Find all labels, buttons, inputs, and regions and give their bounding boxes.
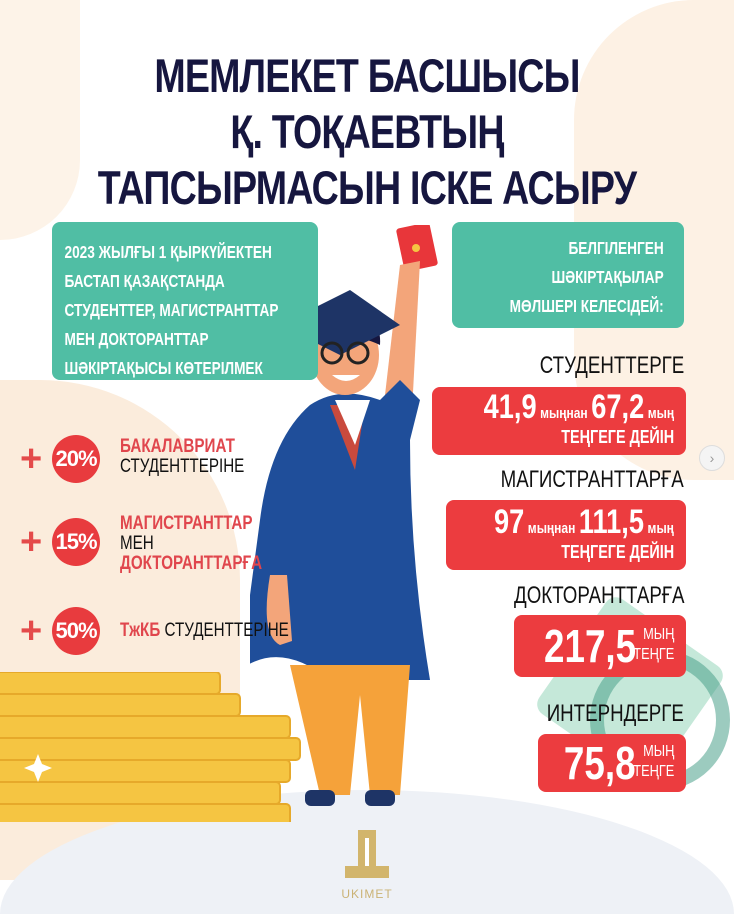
rate-suffix: ТЕҢГЕГЕ ДЕЙІН [561,427,674,447]
intro-line: ШӘКІРТАҚЫСЫ КӨТЕРІЛМЕК [64,358,263,378]
rate-box: 41,9 мыңнан 67,2 мың ТЕҢГЕГЕ ДЕЙІН [432,387,686,455]
increase-group: МАГИСТРАНТТАР [120,513,253,534]
plus-icon: + [20,521,43,563]
rate-label: ДОКТОРАНТТАРҒА [513,582,684,609]
rate-label: ИНТЕРНДЕРГЕ [546,700,684,727]
rate-box: 97 мыңнан 111,5 мың ТЕҢГЕГЕ ДЕЙІН [446,500,686,570]
rate-unit: мың [647,520,674,537]
background-shape [0,0,80,240]
rate-unit: мыңнан [540,405,588,422]
increase-text: СТУДЕНТТЕРІНЕ [164,620,289,641]
rate-label: СТУДЕНТТЕРГЕ [539,352,684,379]
rate-box: 217,5 МЫҢ ТЕҢГЕ [514,615,686,677]
percent-badge: 50% [52,607,100,655]
logo-text: UKIMET [341,887,393,901]
coins-illustration [0,672,301,822]
title-line: МЕМЛЕКЕТ БАСШЫСЫ [154,49,580,102]
increase-text: МЕН [120,533,154,554]
increase-group: БАКАЛАВРИАТ [120,436,235,457]
rate-value: 111,5 [578,503,645,541]
increase-group: ТжКБ [120,620,161,641]
title-line: ТАПСЫРМАСЫН ІСКЕ АСЫРУ [97,161,637,214]
rate-unit: МЫҢ [642,743,674,760]
rate-unit: ТЕҢГЕ [632,646,674,663]
rate-value: 41,9 [483,388,537,426]
title-line: Қ. ТОҚАЕВТЫҢ [230,105,504,158]
intro-line: БАСТАП ҚАЗАҚСТАНДА [64,271,225,291]
rates-intro-line: БЕЛГІЛЕНГЕН [568,238,664,258]
percent-badge: 20% [52,435,100,483]
rate-unit: мыңнан [527,520,576,537]
intro-box: 2023 ЖЫЛҒЫ 1 ҚЫРКҮЙЕКТЕН БАСТАП ҚАЗАҚСТА… [52,222,318,380]
rate-value: 97 [494,503,525,541]
increase-group: ДОКТОРАНТТАРҒА [120,553,263,574]
rate-unit: МЫҢ [642,626,674,643]
percent-badge: 15% [52,518,100,566]
intro-line: 2023 ЖЫЛҒЫ 1 ҚЫРКҮЙЕКТЕН [64,242,272,262]
increase-item: + 20% БАКАЛАВРИАТ СТУДЕНТТЕРІНЕ [20,435,280,485]
rate-unit: мың [647,405,674,422]
rate-box: 75,8 МЫҢ ТЕҢГЕ [538,734,686,792]
ukimet-logo: UKIMET [330,828,404,901]
chevron-right-icon: › [709,450,715,466]
rate-value: 67,2 [591,388,645,426]
page-title: МЕМЛЕКЕТ БАСШЫСЫ Қ. ТОҚАЕВТЫҢ ТАПСЫРМАСЫ… [0,48,734,216]
rate-suffix: ТЕҢГЕГЕ ДЕЙІН [561,542,674,562]
rates-intro-line: ШӘКІРТАҚЫЛАР [551,267,664,287]
rates-intro-line: МӨЛШЕРІ КЕЛЕСІДЕЙ: [509,296,664,316]
plus-icon: + [20,610,43,652]
increase-item: + 15% МАГИСТРАНТТАР МЕН ДОКТОРАНТТАРҒА [20,514,280,574]
rate-unit: ТЕҢГЕ [632,763,674,780]
rates-intro-box: БЕЛГІЛЕНГЕН ШӘКІРТАҚЫЛАР МӨЛШЕРІ КЕЛЕСІД… [452,222,684,328]
intro-line: МЕН ДОКТОРАНТТАР [64,329,209,349]
increase-text: СТУДЕНТТЕРІНЕ [120,456,245,477]
increase-item: + 50% ТжКБ СТУДЕНТТЕРІНЕ [20,607,289,657]
building-logo-icon [345,830,389,878]
rate-label: МАГИСТРАНТТАРҒА [500,466,684,493]
plus-icon: + [20,438,43,480]
rate-value: 75,8 [564,737,636,789]
graduate-illustration [250,225,438,806]
intro-line: СТУДЕНТТЕР, МАГИСТРАНТТАР [64,300,279,320]
next-slide-button[interactable]: › [699,445,725,471]
rate-value: 217,5 [543,620,636,672]
